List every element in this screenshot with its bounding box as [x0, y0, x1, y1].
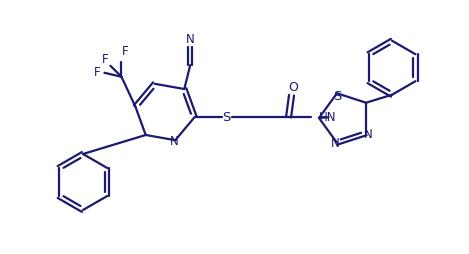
Text: S: S [333, 90, 341, 103]
Text: N: N [170, 135, 179, 148]
Text: F: F [94, 66, 101, 79]
Text: F: F [102, 53, 109, 66]
Text: O: O [288, 81, 298, 94]
Text: F: F [122, 45, 129, 58]
Text: S: S [222, 111, 231, 124]
Text: HN: HN [318, 111, 336, 124]
Text: N: N [363, 128, 372, 141]
Text: N: N [186, 33, 195, 45]
Text: N: N [331, 137, 340, 150]
